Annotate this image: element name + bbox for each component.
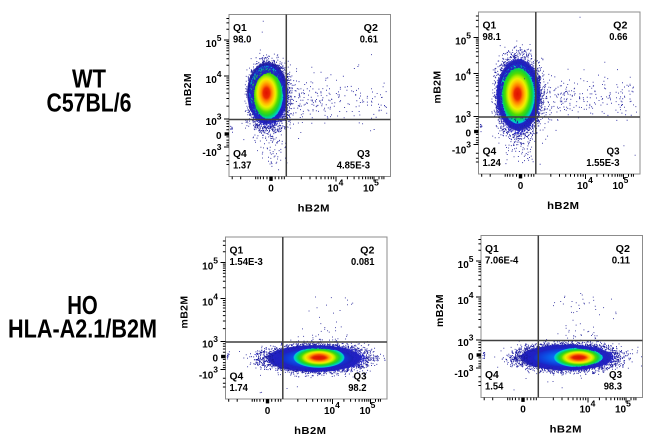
svg-text:98.3: 98.3 — [604, 381, 622, 393]
svg-text:Q1: Q1 — [483, 20, 497, 32]
svg-text:0.66: 0.66 — [609, 31, 627, 43]
svg-text:Q4: Q4 — [233, 148, 247, 160]
svg-text:98.1: 98.1 — [483, 31, 501, 43]
svg-text:Q3: Q3 — [354, 371, 367, 383]
svg-text:Q1: Q1 — [230, 245, 244, 257]
svg-text:1.37: 1.37 — [233, 160, 251, 172]
svg-text:1.24: 1.24 — [483, 157, 501, 169]
svg-text:0: 0 — [212, 353, 218, 364]
svg-text:hB2M: hB2M — [550, 424, 582, 436]
svg-text:Q4: Q4 — [230, 371, 244, 383]
svg-text:Q3: Q3 — [357, 148, 370, 160]
svg-text:Q2: Q2 — [613, 20, 627, 32]
svg-text:Q1: Q1 — [233, 22, 247, 34]
svg-text:Q3: Q3 — [609, 369, 622, 381]
svg-text:mB2M: mB2M — [182, 73, 194, 106]
svg-text:Q4: Q4 — [485, 369, 499, 381]
svg-text:HO: HO — [67, 290, 98, 320]
svg-text:WT: WT — [72, 64, 106, 94]
svg-text:Q2: Q2 — [360, 245, 374, 257]
svg-text:C57BL/6: C57BL/6 — [47, 88, 132, 118]
svg-text:98.0: 98.0 — [233, 34, 251, 46]
svg-text:1.74: 1.74 — [230, 382, 248, 394]
svg-text:98.2: 98.2 — [348, 382, 366, 394]
svg-text:0.11: 0.11 — [612, 255, 630, 267]
svg-text:0: 0 — [520, 405, 526, 416]
svg-text:0: 0 — [465, 128, 471, 139]
svg-text:mB2M: mB2M — [179, 296, 191, 329]
svg-text:0: 0 — [268, 184, 274, 195]
svg-text:HLA-A2.1/B2M: HLA-A2.1/B2M — [8, 314, 157, 344]
svg-text:0.61: 0.61 — [360, 34, 378, 46]
svg-text:hB2M: hB2M — [294, 425, 326, 437]
svg-text:Q2: Q2 — [364, 22, 378, 34]
svg-text:hB2M: hB2M — [547, 200, 579, 212]
svg-text:1.54E-3: 1.54E-3 — [230, 256, 263, 268]
svg-text:1.54: 1.54 — [485, 381, 503, 393]
svg-text:Q2: Q2 — [616, 243, 630, 255]
svg-text:4.85E-3: 4.85E-3 — [337, 160, 370, 172]
svg-text:0.081: 0.081 — [351, 256, 375, 268]
svg-text:0: 0 — [518, 181, 524, 192]
svg-text:Q4: Q4 — [483, 146, 497, 158]
svg-text:0: 0 — [468, 352, 474, 363]
svg-text:1.55E-3: 1.55E-3 — [586, 157, 619, 169]
svg-text:mB2M: mB2M — [432, 71, 444, 104]
svg-text:0: 0 — [265, 406, 271, 417]
svg-text:Q1: Q1 — [485, 243, 499, 255]
svg-text:Q3: Q3 — [607, 146, 620, 158]
svg-text:hB2M: hB2M — [298, 203, 330, 215]
svg-text:mB2M: mB2M — [434, 294, 446, 327]
svg-text:0: 0 — [216, 131, 222, 142]
svg-text:7.06E-4: 7.06E-4 — [485, 255, 518, 267]
